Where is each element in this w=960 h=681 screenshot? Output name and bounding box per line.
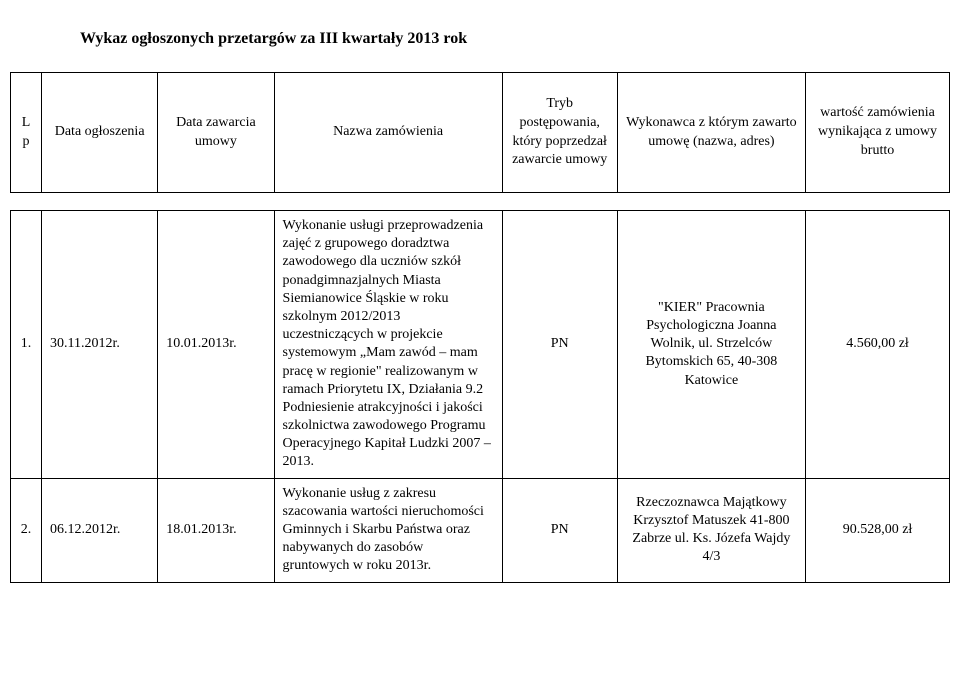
col-wykonawca: Wykonawca z którym zawarto umowę (nazwa,… xyxy=(617,73,805,193)
col-tryb: Tryb postępowania, który poprzedzał zawa… xyxy=(502,73,617,193)
cell-wartosc: 90.528,00 zł xyxy=(806,478,950,582)
cell-nazwa: Wykonanie usług z zakresu szacowania war… xyxy=(274,478,502,582)
cell-wartosc: 4.560,00 zł xyxy=(806,211,950,479)
cell-data-ogl: 06.12.2012r. xyxy=(42,478,158,582)
col-lp: Lp xyxy=(11,73,42,193)
cell-nazwa: Wykonanie usługi przeprowadzenia zajęć z… xyxy=(274,211,502,479)
cell-data-zaw: 18.01.2013r. xyxy=(158,478,274,582)
cell-lp: 2. xyxy=(11,478,42,582)
table-spacer-row xyxy=(11,193,950,211)
col-data-zaw: Data zawarcia umowy xyxy=(158,73,274,193)
cell-lp: 1. xyxy=(11,211,42,479)
cell-data-ogl: 30.11.2012r. xyxy=(42,211,158,479)
tenders-table: Lp Data ogłoszenia Data zawarcia umowy N… xyxy=(10,72,950,583)
cell-data-zaw: 10.01.2013r. xyxy=(158,211,274,479)
table-row: 1. 30.11.2012r. 10.01.2013r. Wykonanie u… xyxy=(11,211,950,479)
table-row: 2. 06.12.2012r. 18.01.2013r. Wykonanie u… xyxy=(11,478,950,582)
col-wartosc: wartość zamówienia wynikająca z umowy br… xyxy=(806,73,950,193)
cell-wykonawca: "KIER" Pracownia Psychologiczna Joanna W… xyxy=(617,211,805,479)
col-nazwa: Nazwa zamówienia xyxy=(274,73,502,193)
table-header-row: Lp Data ogłoszenia Data zawarcia umowy N… xyxy=(11,73,950,193)
cell-tryb: PN xyxy=(502,478,617,582)
cell-tryb: PN xyxy=(502,211,617,479)
col-data-ogl: Data ogłoszenia xyxy=(42,73,158,193)
cell-wykonawca: Rzeczoznawca Majątkowy Krzysztof Matusze… xyxy=(617,478,805,582)
page-title: Wykaz ogłoszonych przetargów za III kwar… xyxy=(80,30,950,48)
